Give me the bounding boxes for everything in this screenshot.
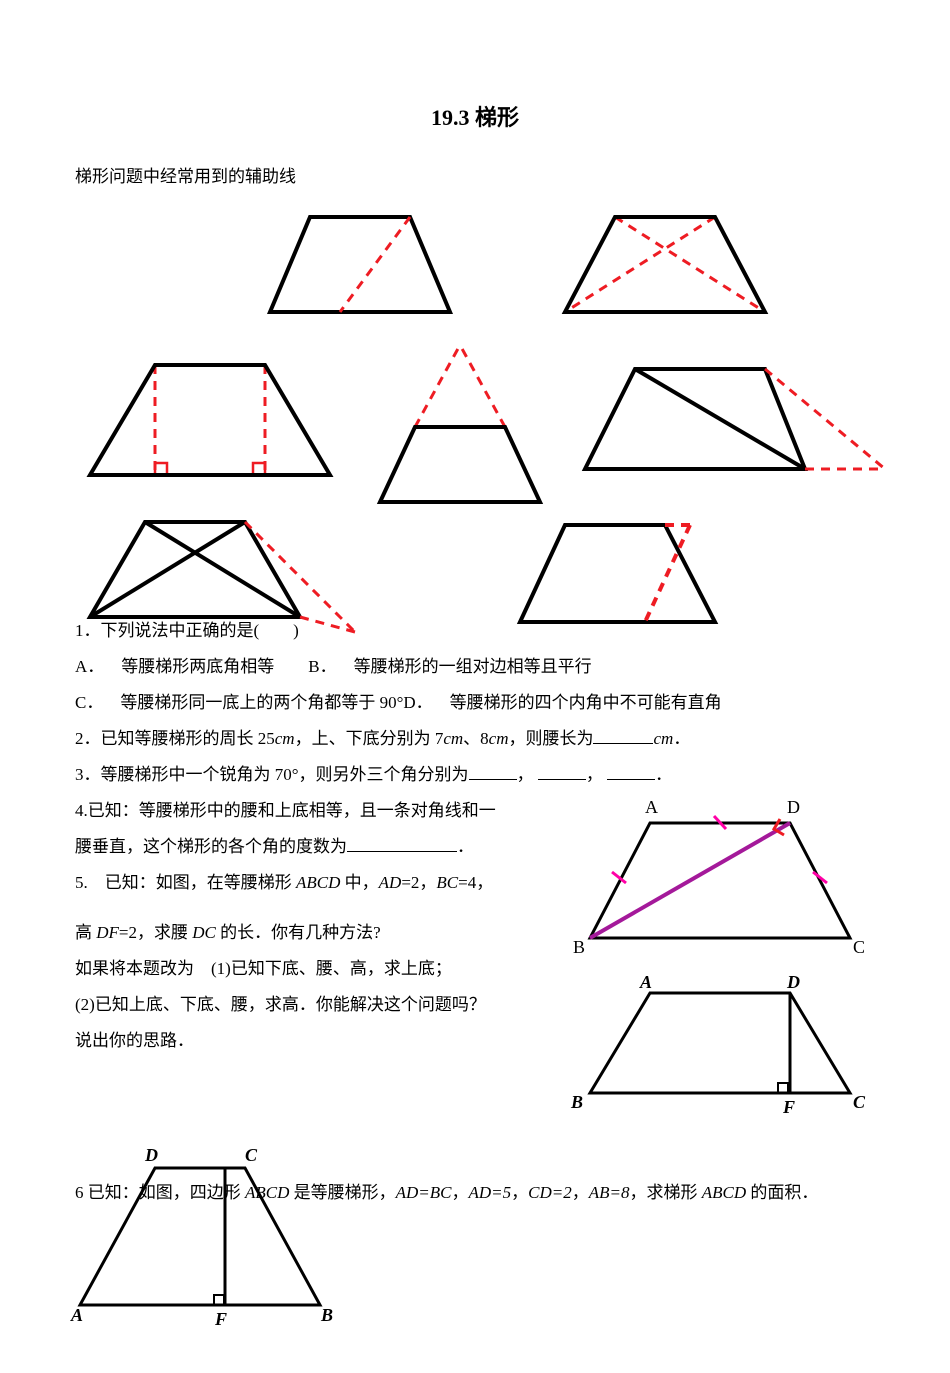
q3-c1: ， bbox=[517, 765, 534, 784]
q5-a: 5. 已知：如图，在等腰梯形 bbox=[75, 873, 292, 892]
q6-ab8: AB=8 bbox=[589, 1183, 630, 1202]
label-A: A bbox=[645, 797, 658, 817]
q2-b: ，上、下底分别为 7 bbox=[295, 729, 444, 748]
q3-blank3 bbox=[607, 760, 655, 780]
fig-diagonals-x bbox=[545, 197, 785, 327]
q3-blank2 bbox=[538, 760, 586, 780]
fig-heights bbox=[75, 345, 345, 495]
fig-translate-diagonal bbox=[565, 349, 895, 499]
fig-extend-apex bbox=[355, 337, 565, 512]
q6: 6 已知：如图，四边形 ABCD 是等腰梯形，AD=BC，AD=5，CD=2，A… bbox=[75, 1175, 875, 1211]
q5-figures: A D B C A D B C F bbox=[565, 793, 875, 1123]
fig-diagonal-shift bbox=[255, 197, 465, 327]
label2-F: F bbox=[782, 1097, 795, 1117]
q6-ad5: AD=5 bbox=[469, 1183, 512, 1202]
q1-options-ab: A． 等腰梯形两底角相等 B． 等腰梯形的一组对边相等且平行 bbox=[75, 649, 875, 685]
q6-c3: ， bbox=[572, 1183, 589, 1202]
cm-3: cm bbox=[489, 729, 509, 748]
dc: DC bbox=[192, 923, 216, 942]
q6-e: 的面积． bbox=[750, 1183, 818, 1202]
label-B: B bbox=[573, 937, 585, 957]
q2-blank bbox=[593, 724, 653, 744]
q4-end: ． bbox=[457, 837, 474, 856]
q5-c1: ， bbox=[419, 873, 436, 892]
bc: BC bbox=[436, 873, 458, 892]
q6-b: 是等腰梯形， bbox=[294, 1183, 396, 1202]
eq2b: =2，求腰 bbox=[119, 923, 188, 942]
label-D: D bbox=[787, 797, 800, 817]
q5-c: 高 bbox=[75, 923, 92, 942]
q2-a: 2．已知等腰梯形的周长 25 bbox=[75, 729, 275, 748]
q3: 3．等腰梯形中一个锐角为 70°，则另外三个角分别为 ， ， ． bbox=[75, 757, 875, 793]
q6-D: D bbox=[144, 1145, 158, 1165]
abcd: ABCD bbox=[296, 873, 340, 892]
q6-F: F bbox=[214, 1309, 227, 1328]
fig-q5-a: A D B C bbox=[565, 793, 875, 963]
q6-adbc: AD=BC bbox=[396, 1183, 452, 1202]
label-C: C bbox=[853, 937, 865, 957]
cm-1: cm bbox=[275, 729, 295, 748]
intro-line: 梯形问题中经常用到的辅助线 bbox=[75, 162, 875, 187]
ad: AD bbox=[379, 873, 402, 892]
q5-b: 中， bbox=[345, 873, 379, 892]
q2-c: ，则腰长为 bbox=[508, 729, 593, 748]
diagrams-row-2 bbox=[75, 337, 875, 507]
diagrams-row-1 bbox=[75, 197, 875, 337]
label2-C: C bbox=[853, 1092, 866, 1112]
q6-A: A bbox=[70, 1305, 83, 1325]
q2-end: ． bbox=[673, 729, 690, 748]
df: DF bbox=[96, 923, 119, 942]
eq4: =4， bbox=[458, 873, 493, 892]
cm-2: cm bbox=[443, 729, 463, 748]
label2-B: B bbox=[570, 1092, 583, 1112]
q3-blank1 bbox=[469, 760, 517, 780]
q4-b: 腰垂直，这个梯形的各个角的度数为 bbox=[75, 837, 347, 856]
fig-q5-b: A D B C F bbox=[565, 968, 875, 1118]
q4-blank bbox=[347, 832, 457, 852]
q6-C: C bbox=[245, 1145, 258, 1165]
page-title: 19.3 梯形 bbox=[75, 100, 875, 132]
eq2: =2 bbox=[401, 873, 419, 892]
q3-a: 3．等腰梯形中一个锐角为 70°，则另外三个角分别为 bbox=[75, 765, 469, 784]
q6-cd2: CD=2 bbox=[528, 1183, 572, 1202]
diagrams-row-3 bbox=[75, 507, 875, 647]
cm-4: cm bbox=[653, 729, 673, 748]
q6-figure-wrap: D C A B F 6 已知：如图，四边形 ABCD 是等腰梯形，AD=BC，A… bbox=[75, 1143, 875, 1333]
q3-c2: ， bbox=[586, 765, 603, 784]
q1-options-cd: C． 等腰梯形同一底上的两个角都等于 90°D． 等腰梯形的四个内角中不可能有直… bbox=[75, 685, 875, 721]
q6-abcd: ABCD bbox=[245, 1183, 289, 1202]
q2-b2: 、8 bbox=[463, 729, 489, 748]
label2-A: A bbox=[639, 972, 652, 992]
q6-d: ，求梯形 bbox=[629, 1183, 697, 1202]
q3-end: ． bbox=[655, 765, 672, 784]
q6-B: B bbox=[320, 1305, 333, 1325]
label2-D: D bbox=[786, 972, 800, 992]
q2: 2．已知等腰梯形的周长 25cm，上、下底分别为 7cm、8cm，则腰长为cm． bbox=[75, 721, 875, 757]
q5-e: 的长．你有几种方法? bbox=[220, 923, 381, 942]
q6-c2: ， bbox=[511, 1183, 528, 1202]
q6-abcd2: ABCD bbox=[702, 1183, 746, 1202]
fig-q6: D C A B F bbox=[65, 1143, 345, 1328]
q6-c1: ， bbox=[452, 1183, 469, 1202]
fig-diagonals-ext bbox=[75, 507, 365, 637]
fig-translate-leg bbox=[505, 507, 745, 637]
q6-a: 6 已知：如图，四边形 bbox=[75, 1183, 241, 1202]
worksheet-page: 19.3 梯形 梯形问题中经常用到的辅助线 bbox=[0, 0, 950, 1373]
